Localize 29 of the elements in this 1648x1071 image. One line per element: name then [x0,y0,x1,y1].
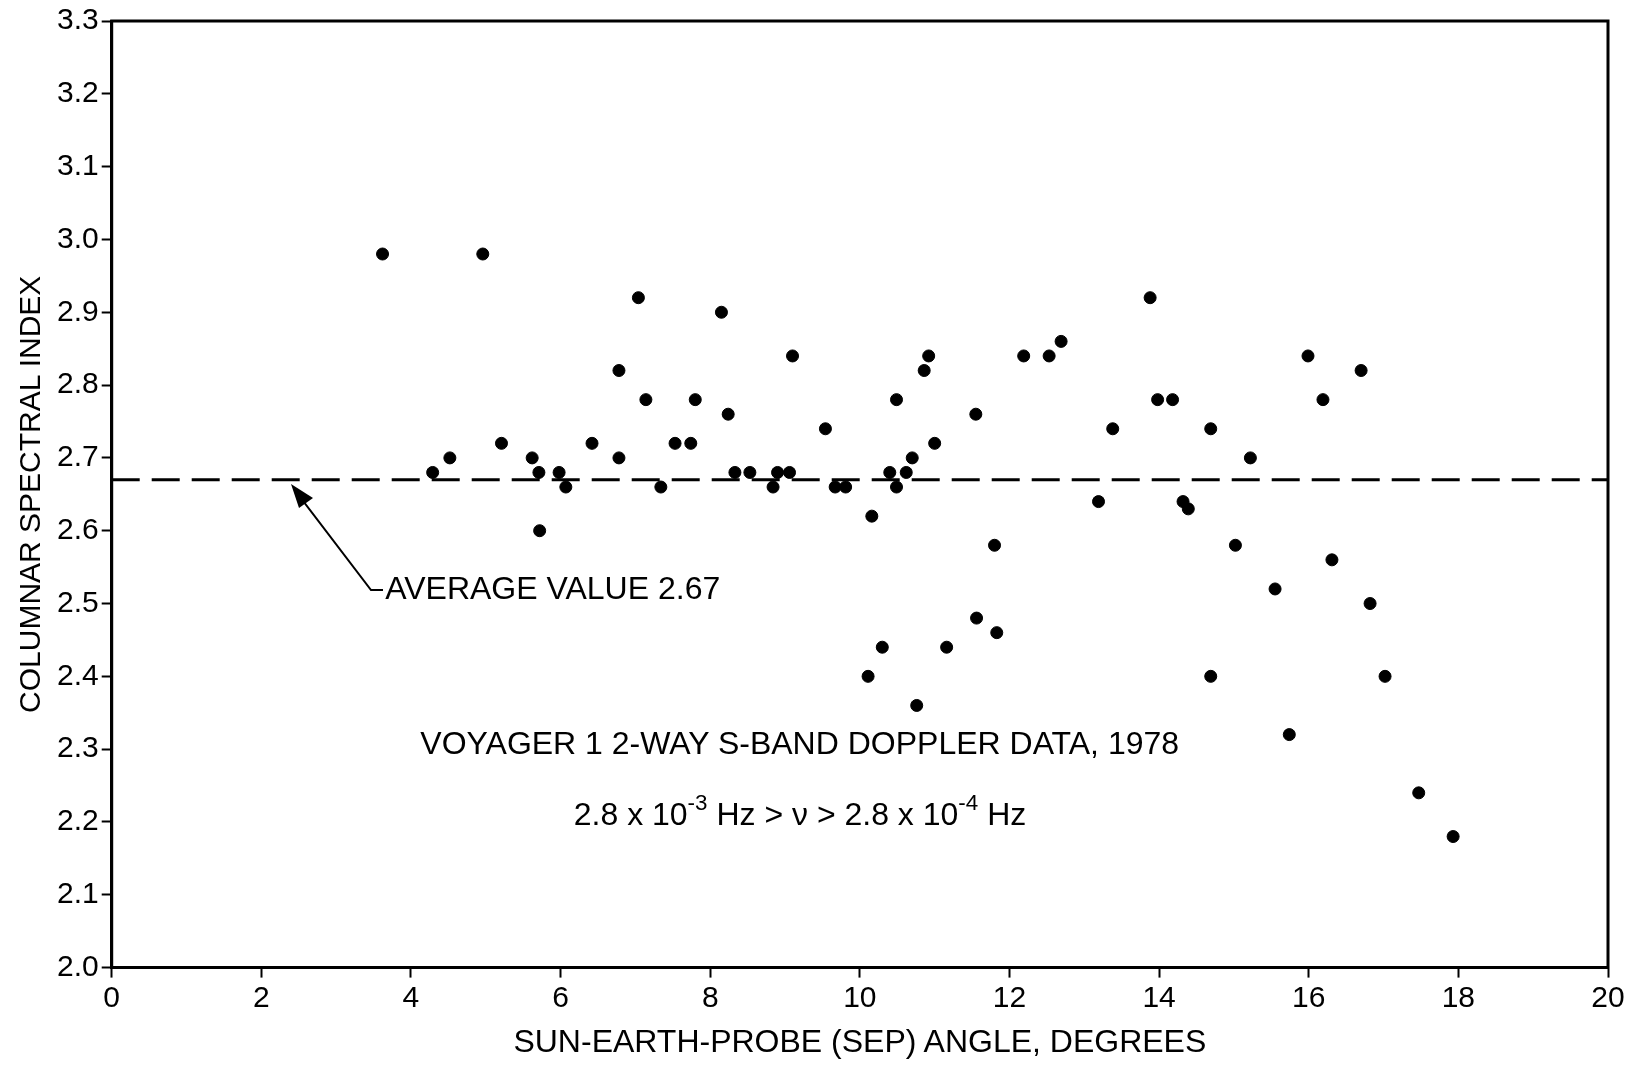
y-tick-label: 2.0 [56,948,99,982]
y-tick-label: 2.6 [56,511,99,545]
x-tick-label: 2 [252,979,270,1013]
y-tick-label: 2.2 [56,803,99,837]
y-axis-title: COLUMNAR SPECTRAL INDEX [13,275,47,713]
x-axis-title: SUN-EARTH-PROBE (SEP) ANGLE, DEGREES [513,1022,1207,1059]
x-tick-label: 10 [843,979,877,1013]
y-tick-label: 3.2 [56,75,99,109]
x-tick-label: 12 [992,979,1027,1013]
y-tick-label: 2.7 [56,439,99,473]
y-tick-label: 3.3 [56,2,99,36]
x-tick-label: 4 [402,979,420,1013]
x-tick-label: 20 [1591,979,1625,1013]
x-tick-label: 16 [1292,979,1326,1013]
x-tick-label: 18 [1441,979,1476,1013]
x-tick-label: 8 [701,979,719,1013]
x-tick-label: 14 [1142,979,1176,1013]
annotation: VOYAGER 1 2-WAY S-BAND DOPPLER DATA, 1978 [420,724,1180,761]
y-tick-label: 2.5 [56,584,99,618]
y-tick-label: 2.3 [56,730,99,764]
y-tick-label: 3.0 [56,220,99,254]
y-tick-label: 2.1 [56,876,99,910]
y-tick-label: 2.8 [56,366,99,400]
x-tick-label: 6 [552,979,569,1013]
x-tick-label: 0 [103,979,121,1013]
ref-line-label: AVERAGE VALUE 2.67 [385,569,721,606]
y-tick-label: 3.1 [56,147,99,181]
y-tick-label: 2.4 [56,657,99,691]
y-tick-label: 2.9 [56,293,99,327]
